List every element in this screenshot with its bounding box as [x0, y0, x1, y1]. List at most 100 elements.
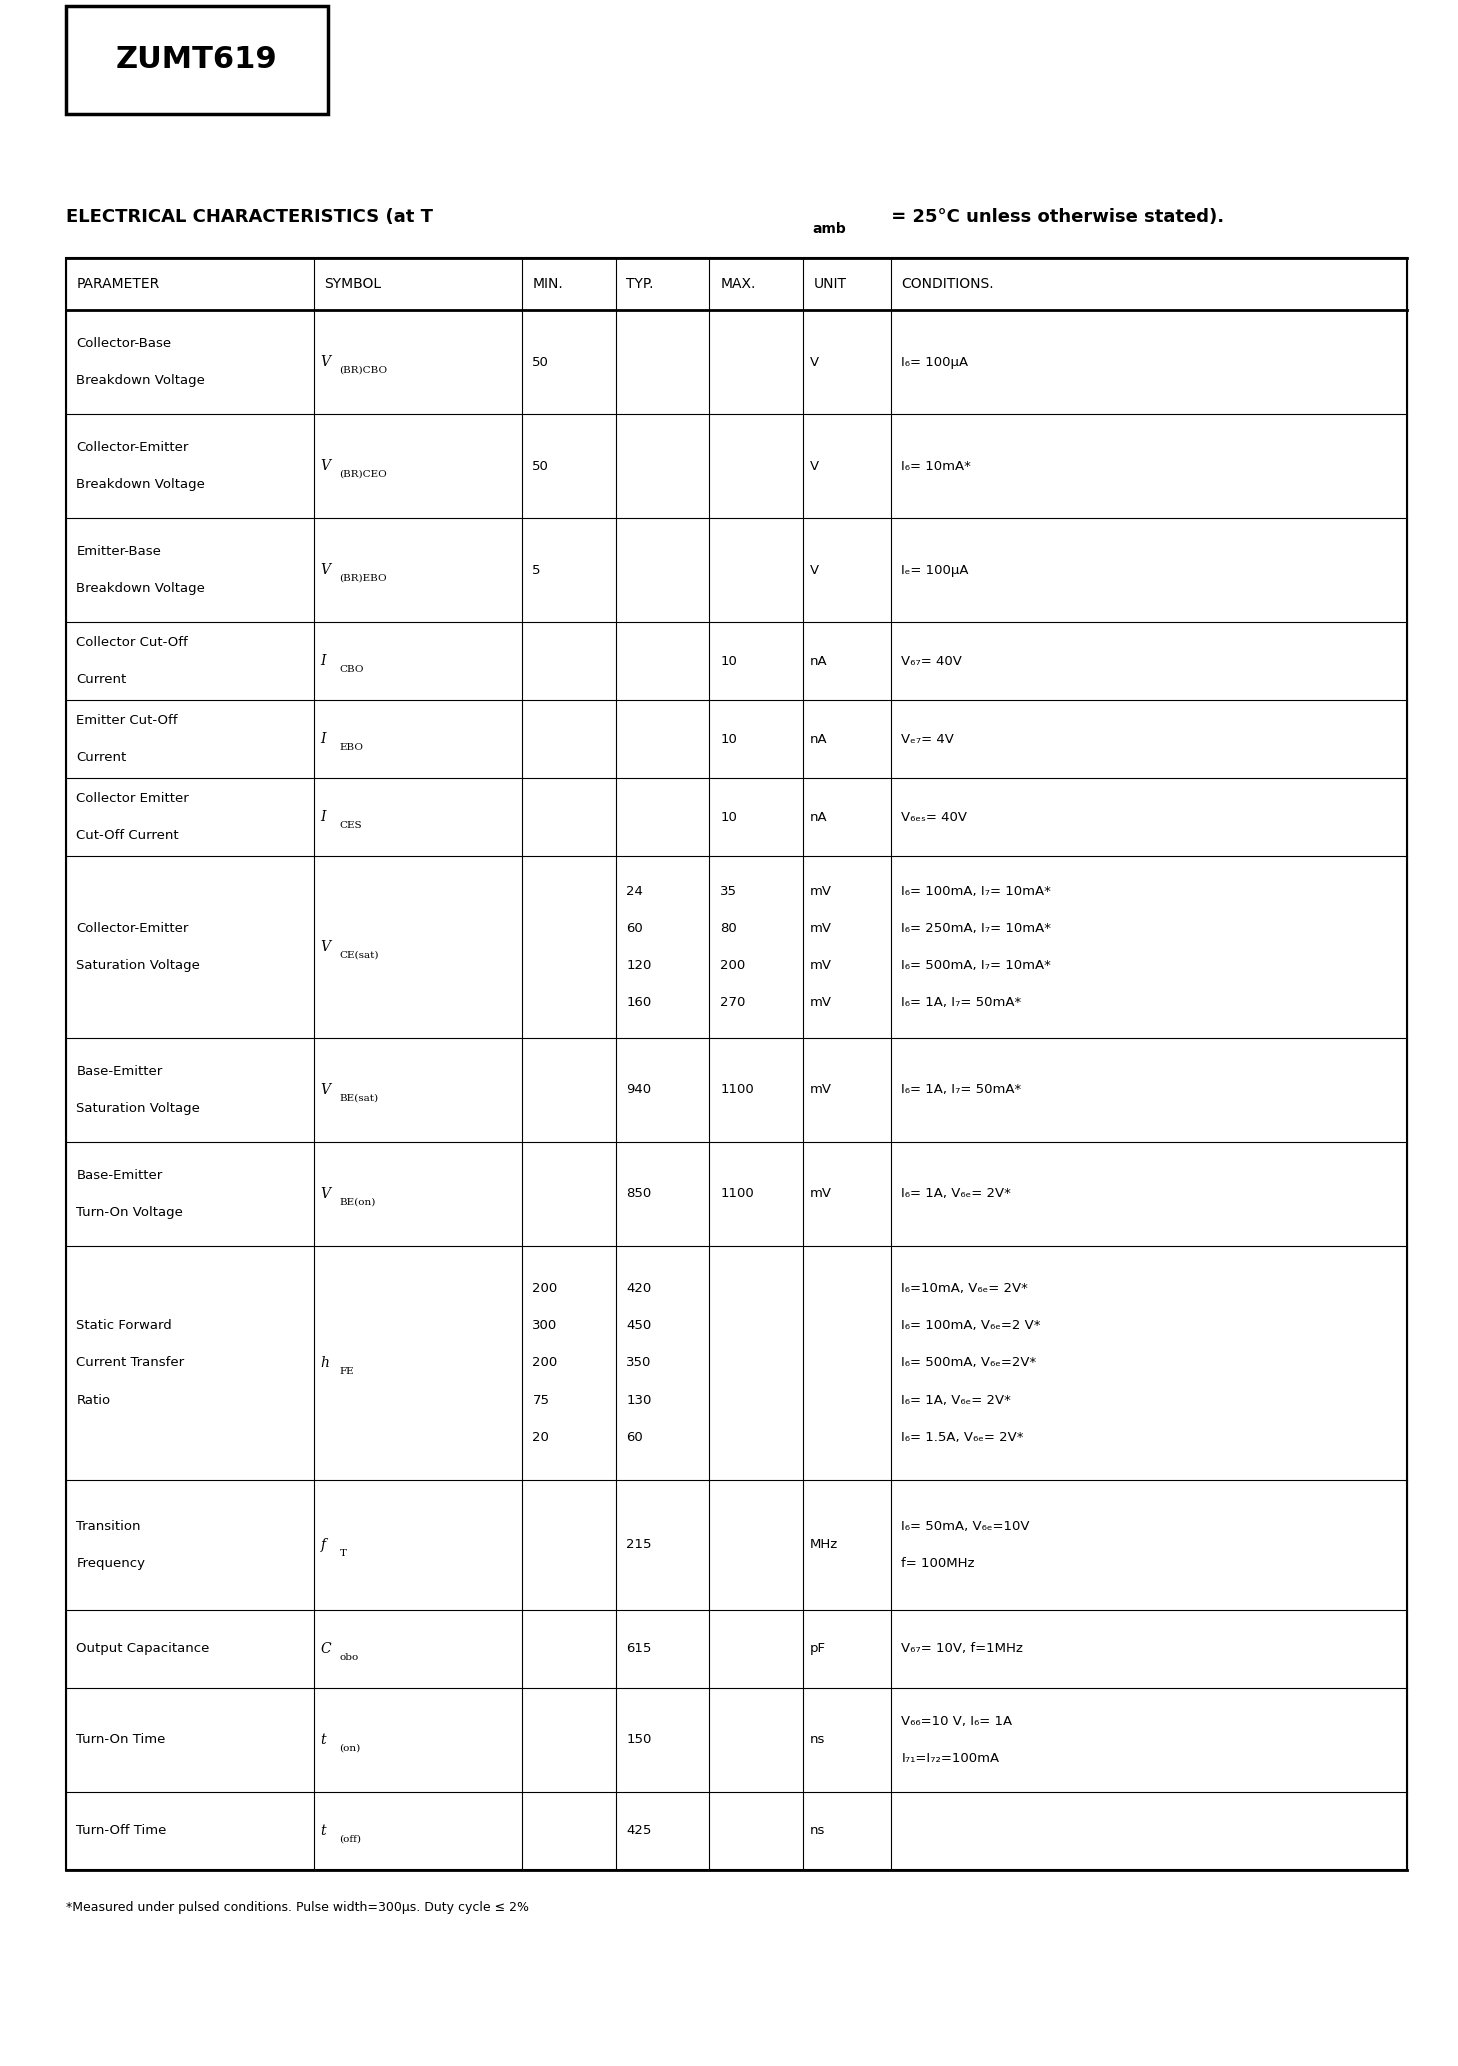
Text: EBO: EBO: [340, 744, 363, 752]
Text: Ratio: Ratio: [76, 1395, 111, 1407]
Text: Current: Current: [76, 752, 127, 764]
Text: nA: nA: [811, 810, 828, 824]
Text: 200: 200: [532, 1357, 557, 1370]
Text: mV: mV: [811, 1083, 833, 1097]
Text: Output Capacitance: Output Capacitance: [76, 1642, 210, 1655]
Text: (BR)CBO: (BR)CBO: [340, 366, 388, 376]
Text: V: V: [321, 459, 331, 473]
Text: Saturation Voltage: Saturation Voltage: [76, 1101, 200, 1116]
Text: Collector-Base: Collector-Base: [76, 337, 172, 349]
Text: Cut-Off Current: Cut-Off Current: [76, 828, 179, 843]
Text: t: t: [321, 1824, 327, 1839]
Text: obo: obo: [340, 1653, 359, 1661]
Text: 10: 10: [720, 655, 738, 667]
Text: TYP.: TYP.: [627, 277, 653, 291]
Text: I: I: [321, 655, 327, 667]
Text: I₆= 250mA, I₇= 10mA*: I₆= 250mA, I₇= 10mA*: [901, 921, 1051, 936]
Text: I₆= 1A, V₆ₑ= 2V*: I₆= 1A, V₆ₑ= 2V*: [901, 1395, 1012, 1407]
Text: *Measured under pulsed conditions. Pulse width=300μs. Duty cycle ≤ 2%: *Measured under pulsed conditions. Pulse…: [66, 1901, 529, 1913]
Text: 10: 10: [720, 733, 738, 746]
Text: I₆= 10mA*: I₆= 10mA*: [901, 459, 971, 473]
Text: I₆= 100mA, I₇= 10mA*: I₆= 100mA, I₇= 10mA*: [901, 884, 1051, 899]
Text: CE(sat): CE(sat): [340, 950, 379, 961]
Text: amb: amb: [812, 223, 846, 236]
Text: (BR)CEO: (BR)CEO: [340, 469, 388, 479]
Text: (off): (off): [340, 1835, 362, 1843]
Text: BE(on): BE(on): [340, 1198, 376, 1207]
Text: I₆= 1.5A, V₆ₑ= 2V*: I₆= 1.5A, V₆ₑ= 2V*: [901, 1432, 1024, 1444]
Text: I: I: [321, 731, 327, 746]
Text: 160: 160: [627, 996, 652, 1010]
Text: I₇₁=I₇₂=100mA: I₇₁=I₇₂=100mA: [901, 1752, 999, 1764]
Text: 940: 940: [627, 1083, 652, 1097]
Text: I₆=10mA, V₆ₑ= 2V*: I₆=10mA, V₆ₑ= 2V*: [901, 1283, 1028, 1295]
Text: mV: mV: [811, 921, 833, 936]
Text: 60: 60: [627, 1432, 643, 1444]
Text: 10: 10: [720, 810, 738, 824]
Text: V: V: [321, 1188, 331, 1200]
FancyBboxPatch shape: [66, 6, 328, 114]
Text: 850: 850: [627, 1188, 652, 1200]
Text: I₆= 1A, V₆ₑ= 2V*: I₆= 1A, V₆ₑ= 2V*: [901, 1188, 1012, 1200]
Text: MIN.: MIN.: [532, 277, 563, 291]
Text: I: I: [321, 810, 327, 824]
Text: Saturation Voltage: Saturation Voltage: [76, 959, 200, 973]
Text: SYMBOL: SYMBOL: [325, 277, 382, 291]
Text: 24: 24: [627, 884, 643, 899]
Text: 450: 450: [627, 1320, 652, 1333]
Text: Emitter-Base: Emitter-Base: [76, 545, 162, 558]
Text: ZUMT619: ZUMT619: [117, 45, 277, 74]
Text: 1100: 1100: [720, 1188, 754, 1200]
Text: mV: mV: [811, 884, 833, 899]
Text: f= 100MHz: f= 100MHz: [901, 1558, 975, 1570]
Text: 60: 60: [627, 921, 643, 936]
Text: V₆₇= 40V: V₆₇= 40V: [901, 655, 962, 667]
Text: mV: mV: [811, 959, 833, 973]
Text: 425: 425: [627, 1824, 652, 1837]
Text: 215: 215: [627, 1539, 652, 1552]
Text: 35: 35: [720, 884, 738, 899]
Text: 300: 300: [532, 1320, 557, 1333]
Text: V: V: [321, 564, 331, 576]
Text: MHz: MHz: [811, 1539, 838, 1552]
Text: Collector Cut-Off: Collector Cut-Off: [76, 636, 188, 649]
Text: 80: 80: [720, 921, 736, 936]
Text: mV: mV: [811, 1188, 833, 1200]
Text: nA: nA: [811, 655, 828, 667]
Text: (on): (on): [340, 1744, 360, 1752]
Text: CBO: CBO: [340, 665, 364, 674]
Text: V: V: [811, 564, 819, 576]
Text: Transition: Transition: [76, 1521, 141, 1533]
Text: I₆= 100μA: I₆= 100μA: [901, 355, 968, 368]
Text: V: V: [321, 940, 331, 954]
Text: ELECTRICAL CHARACTERISTICS (at T: ELECTRICAL CHARACTERISTICS (at T: [66, 209, 433, 225]
Text: 420: 420: [627, 1283, 652, 1295]
Text: 350: 350: [627, 1357, 652, 1370]
Text: Collector-Emitter: Collector-Emitter: [76, 921, 188, 936]
Text: = 25°C unless otherwise stated).: = 25°C unless otherwise stated).: [885, 209, 1225, 225]
Text: V: V: [811, 459, 819, 473]
Text: PARAMETER: PARAMETER: [76, 277, 159, 291]
Text: 130: 130: [627, 1395, 652, 1407]
Text: Turn-On Time: Turn-On Time: [76, 1733, 166, 1746]
Text: t: t: [321, 1733, 327, 1746]
Text: pF: pF: [811, 1642, 827, 1655]
Text: Collector-Emitter: Collector-Emitter: [76, 440, 188, 455]
Text: f: f: [321, 1537, 325, 1552]
Text: Breakdown Voltage: Breakdown Voltage: [76, 374, 206, 386]
Text: V₆₇= 10V, f=1MHz: V₆₇= 10V, f=1MHz: [901, 1642, 1024, 1655]
Text: mV: mV: [811, 996, 833, 1010]
Text: Current: Current: [76, 674, 127, 686]
Text: Iₑ= 100μA: Iₑ= 100μA: [901, 564, 968, 576]
Text: V: V: [321, 355, 331, 370]
Text: Turn-Off Time: Turn-Off Time: [76, 1824, 166, 1837]
Bar: [66, 258, 1407, 1870]
Text: 20: 20: [532, 1432, 550, 1444]
Text: Current Transfer: Current Transfer: [76, 1357, 185, 1370]
Text: Frequency: Frequency: [76, 1558, 146, 1570]
Text: 270: 270: [720, 996, 745, 1010]
Text: Emitter Cut-Off: Emitter Cut-Off: [76, 715, 178, 727]
Text: ns: ns: [811, 1733, 825, 1746]
Text: Vₑ₇= 4V: Vₑ₇= 4V: [901, 733, 954, 746]
Text: I₆= 100mA, V₆ₑ=2 V*: I₆= 100mA, V₆ₑ=2 V*: [901, 1320, 1041, 1333]
